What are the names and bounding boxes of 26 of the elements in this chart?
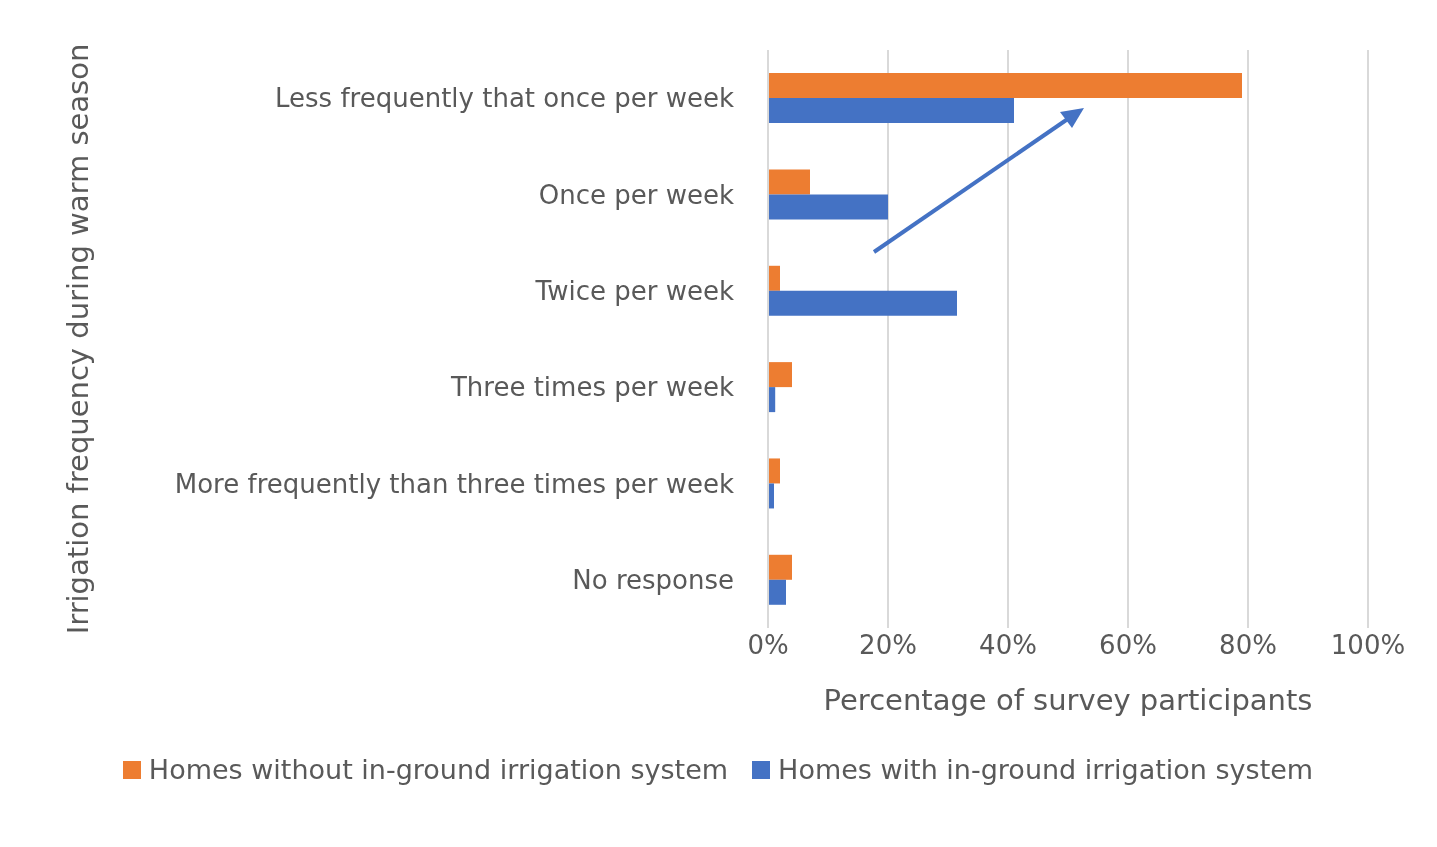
bar — [768, 73, 1242, 99]
y-tick-label: More frequently than three times per week — [174, 468, 734, 499]
y-tick-label: No response — [572, 565, 734, 596]
y-axis-title: Irrigation frequency during warm season — [61, 43, 96, 635]
y-tick-label: Twice per week — [534, 276, 734, 307]
bar — [768, 290, 957, 316]
bar — [768, 554, 792, 580]
bar — [768, 362, 792, 388]
x-tick-label: 60% — [1099, 630, 1157, 661]
x-tick-label: 20% — [859, 630, 917, 661]
x-tick-label: 80% — [1219, 630, 1277, 661]
bar — [768, 265, 780, 291]
bar — [768, 579, 786, 605]
bar — [768, 169, 810, 195]
legend-label: Homes with in-ground irrigation system — [778, 754, 1314, 785]
y-tick-label: Three times per week — [449, 372, 734, 403]
y-tick-label: Less frequently that once per week — [275, 83, 734, 114]
x-tick-label: 40% — [979, 630, 1037, 661]
x-axis-title: Percentage of survey participants — [823, 683, 1313, 717]
bar — [768, 458, 780, 484]
bar — [768, 98, 1014, 124]
x-tick-label: 100% — [1330, 630, 1406, 661]
y-tick-label: Once per week — [538, 179, 734, 210]
x-tick-label: 0% — [747, 630, 789, 661]
bar — [768, 194, 888, 220]
legend-label: Homes without in-ground irrigation system — [148, 754, 729, 785]
